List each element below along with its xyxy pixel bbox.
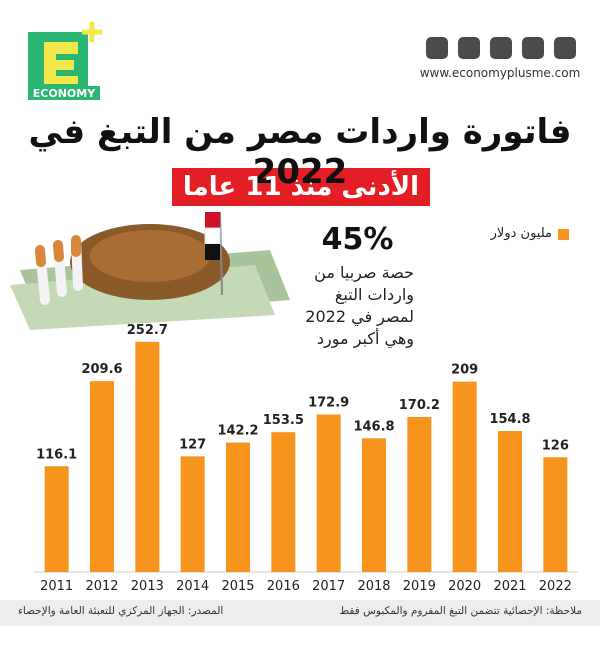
youtube-icon[interactable] — [554, 37, 576, 59]
logo-text: ECONOMY — [33, 87, 96, 100]
x-tick-label: 2020 — [448, 579, 481, 594]
chart-subtitle: الأدنى منذ 11 عاما — [182, 172, 420, 202]
footer-note: ملاحظة: الإحصائية تتضمن التبغ المفروم وا… — [339, 605, 582, 617]
value-label: 153.5 — [263, 413, 304, 428]
bar — [452, 381, 477, 572]
value-label: 142.2 — [217, 423, 258, 438]
bar — [135, 341, 160, 572]
bar — [362, 438, 386, 572]
cigarettes — [35, 235, 83, 305]
footer-band — [0, 600, 600, 626]
legend-swatch — [558, 229, 569, 240]
bar — [316, 414, 341, 572]
bar — [407, 416, 432, 572]
subtitle-box — [172, 168, 430, 206]
value-label: 116.1 — [36, 447, 77, 462]
bar — [226, 442, 250, 572]
x-tick-label: 2017 — [312, 579, 345, 594]
annotation-text: حصة صربيا من واردات التبغ لمصر في 2022 و… — [305, 263, 414, 348]
bar — [180, 456, 205, 572]
annotation-headline: 45% — [321, 222, 394, 257]
x-tick-label: 2016 — [267, 579, 300, 594]
tobacco — [90, 230, 210, 282]
bar — [498, 431, 522, 572]
flag — [204, 227, 221, 245]
x-tick-label: 2013 — [131, 579, 164, 594]
flag — [205, 212, 220, 228]
value-label: 252.7 — [127, 323, 168, 338]
flag-pole — [219, 211, 223, 296]
bar — [44, 466, 69, 572]
x-tick-label: 2015 — [221, 579, 254, 594]
value-label: 209.6 — [81, 362, 122, 377]
bar — [90, 381, 114, 572]
x-tick-label: 2012 — [85, 579, 118, 594]
value-label: 146.8 — [353, 419, 394, 434]
value-label: 209 — [451, 363, 478, 378]
footer-source: المصدر: الجهاز المركزي للتعبئة العامة وا… — [18, 605, 224, 617]
bar — [271, 432, 296, 572]
website: www.economyplusme.com — [420, 66, 581, 80]
value-label: 172.9 — [308, 396, 349, 411]
illustration — [10, 211, 290, 330]
x-tick-label: 2021 — [493, 579, 526, 594]
facebook-icon[interactable] — [426, 37, 448, 59]
value-label: 154.8 — [489, 412, 530, 427]
logo-plus — [82, 22, 102, 42]
x-tick-label: 2019 — [403, 579, 436, 594]
twitter-icon[interactable] — [490, 37, 512, 59]
social-icons — [426, 37, 576, 59]
instagram-icon[interactable] — [458, 37, 480, 59]
legend-label: مليون دولار — [490, 226, 552, 241]
logo-band — [28, 86, 100, 100]
logo-letter — [44, 42, 78, 84]
chart-title: فاتورة واردات مصر من التبغ في 2022 — [28, 112, 572, 192]
x-tick-label: 2018 — [357, 579, 390, 594]
value-label: 170.2 — [399, 398, 440, 413]
x-tick-label: 2011 — [40, 579, 73, 594]
value-label: 126 — [542, 438, 569, 453]
x-tick-label: 2022 — [539, 579, 572, 594]
flag — [205, 244, 220, 260]
bar — [543, 457, 568, 572]
x-tick-label: 2014 — [176, 579, 209, 594]
linkedin-icon[interactable] — [522, 37, 544, 59]
value-label: 127 — [179, 437, 206, 452]
